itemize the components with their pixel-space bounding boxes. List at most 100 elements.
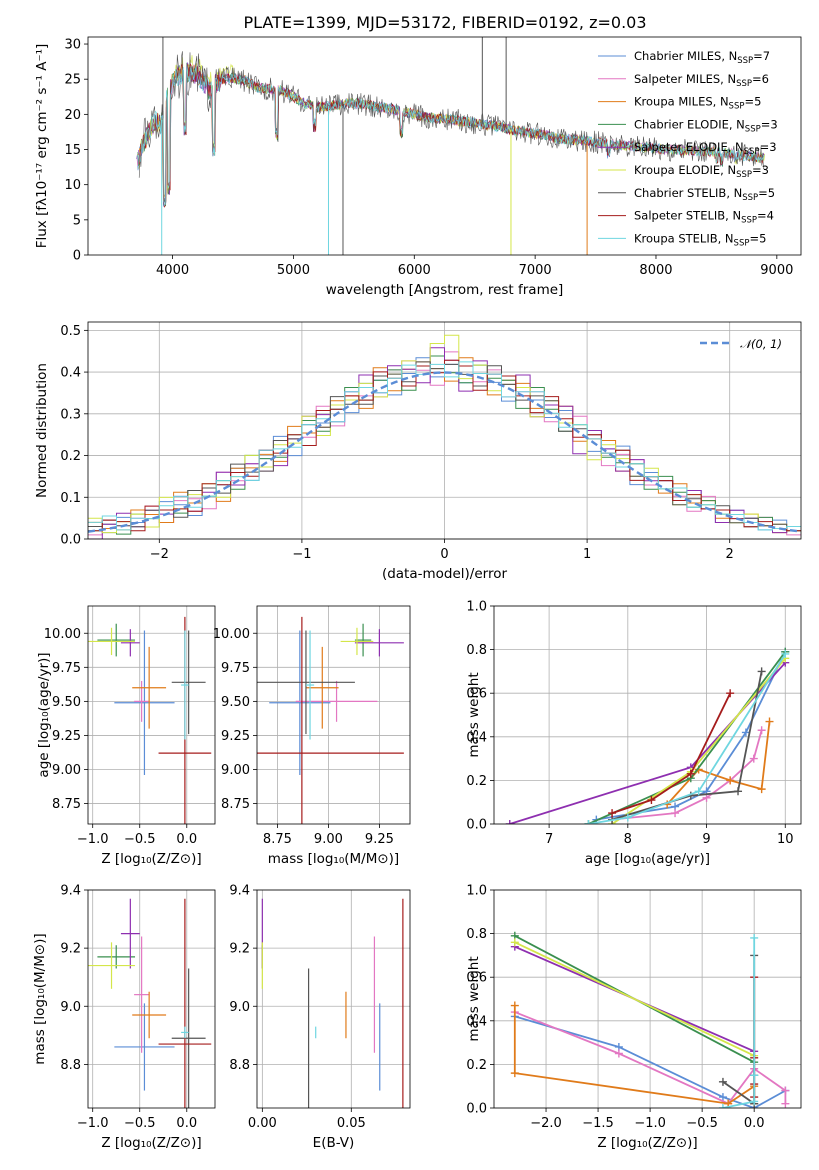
x-tick-label: 2: [726, 547, 734, 562]
weight-marker: [510, 1069, 519, 1078]
y-tick-label: 10: [64, 178, 81, 193]
legend-label: Chabrier MILES, NSSP=7: [634, 49, 770, 66]
x-tick-label: 7: [545, 832, 553, 847]
y-tick-label: 0: [73, 249, 81, 264]
y-tick-label: 0.3: [60, 407, 81, 422]
y-tick-label: 5: [73, 213, 81, 228]
axes: −1.0 −0.5 0.0 8.75 9.00 9.25 9.50 9.75 10.00 Z [l…: [36, 605, 216, 867]
y-tick-label: 0.6: [466, 971, 487, 986]
x-tick-label: −2.0: [530, 1116, 562, 1131]
x-tick-label: −0.5: [124, 1116, 156, 1131]
x-tick-label: 5000: [277, 263, 310, 278]
legend-label: Kroupa MILES, NSSP=5: [634, 95, 761, 112]
legend-label: Kroupa STELIB, NSSP=5: [634, 231, 766, 248]
axes: −2.0 −1.5 −1.0 −0.5 0.0 0.0 0.2 0.4 0.6 0.8 1.0 Z […: [466, 884, 802, 1151]
x-tick-label: −1.0: [77, 1116, 109, 1131]
weight-marker: [734, 787, 743, 796]
x-tick-label: −0.5: [686, 1116, 718, 1131]
y-tick-label: 10.00: [44, 627, 81, 642]
x-tick-label: 9.00: [314, 832, 343, 847]
x-axis-label: E(B-V): [313, 1135, 355, 1151]
y-tick-label: 9.25: [221, 729, 250, 744]
x-tick-label: −1.5: [582, 1116, 614, 1131]
weight-marker: [686, 769, 695, 778]
y-tick-label: 0.6: [466, 687, 487, 702]
panel-age_vs_Z: −1.0 −0.5 0.0 8.75 9.00 9.25 9.50 9.75 10.00 Z [l…: [36, 605, 216, 867]
x-tick-label: 0.00: [248, 1116, 277, 1131]
weight-marker: [757, 726, 766, 735]
y-tick-label: 9.2: [229, 942, 250, 957]
errorbar-salpeter-miles: [134, 680, 150, 722]
y-axis-label: mass weight: [466, 956, 482, 1041]
plot-area: [88, 616, 212, 824]
plot-area: [257, 616, 404, 824]
axes-frame: [87, 36, 802, 256]
panel-weight_vs_age: 7 8 9 10 0.0 0.2 0.4 0.6 0.8 1.0 age [log₁₀(age/yr…: [466, 600, 802, 867]
y-tick-label: 0.2: [466, 1058, 487, 1073]
x-tick-label: 8: [624, 832, 632, 847]
axes-frame: [493, 605, 802, 825]
axes-frame: [87, 889, 216, 1109]
x-tick-label: −2: [150, 547, 169, 562]
plot-area: [261, 898, 404, 1108]
x-tick-label: 1: [583, 547, 591, 562]
errorbar-salpeter-miles: [134, 936, 150, 1053]
plot-area: [136, 37, 765, 255]
weight-marker: [510, 1001, 519, 1010]
errorbar-chabrier-elodie: [354, 623, 372, 657]
y-tick-label: 9.50: [52, 695, 81, 710]
y-tick-label: 8.75: [52, 797, 81, 812]
y-axis-label: Normed distribution: [34, 363, 50, 498]
y-tick-label: 9.2: [60, 942, 81, 957]
errorbar-kroupa-elodie: [88, 942, 136, 989]
y-tick-label: 9.00: [52, 763, 81, 778]
spectrum-line-chabrier-stelib: [138, 51, 765, 205]
legend-label: Kroupa ELODIE, NSSP=3: [634, 163, 769, 180]
y-tick-label: 25: [64, 73, 81, 88]
axes: 7 8 9 10 0.0 0.2 0.4 0.6 0.8 1.0 age [log₁₀(age/yr…: [466, 600, 802, 867]
y-tick-label: 0.8: [466, 643, 487, 658]
x-tick-label: 0.0: [744, 1116, 765, 1131]
legend-label: Chabrier STELIB, NSSP=5: [634, 186, 775, 203]
errorbar-kroupa-stelib: [305, 630, 315, 740]
errorbar-salpeter-stelib: [158, 898, 212, 1108]
x-tick-label: 9: [702, 832, 710, 847]
y-tick-label: 9.0: [229, 1000, 250, 1015]
weight-marker: [741, 728, 750, 737]
weight-marker: [757, 667, 766, 676]
y-tick-label: 15: [64, 143, 81, 158]
weight-marker: [671, 809, 680, 818]
y-tick-label: 8.8: [229, 1058, 250, 1073]
y-axis-label: Flux [fλ10⁻¹⁷ erg cm⁻² s⁻¹ A⁻¹]: [34, 44, 50, 249]
weight-marker: [726, 689, 735, 698]
y-tick-label: 1.0: [466, 884, 487, 899]
weight-marker: [584, 820, 593, 824]
y-tick-label: 0.0: [466, 1102, 487, 1117]
axes: 8.75 9.00 9.25 8.75 9.00 9.25 9.50 9.75 10.00 mas…: [213, 605, 411, 867]
y-tick-label: 20: [64, 108, 81, 123]
errorbar-chabrier-elodie: [97, 623, 136, 657]
axes: 4000 5000 6000 7000 8000 9000 0 5 10 15 20 25 30 wave…: [34, 36, 802, 298]
y-tick-label: 30: [64, 38, 81, 53]
x-tick-label: 7000: [519, 263, 552, 278]
legend-label: Chabrier ELODIE, NSSP=3: [634, 117, 778, 134]
weight-marker: [647, 796, 656, 805]
panel-residuals: −2 −1 0 1 2 0.0 0.1 0.2 0.3 0.4 0.5 (data-model)/er…: [34, 321, 802, 582]
weight-marker: [510, 938, 519, 947]
y-tick-label: 0.8: [466, 927, 487, 942]
y-tick-label: 0.2: [466, 774, 487, 789]
errorbar-chabrier-stelib: [257, 630, 355, 735]
y-tick-label: 8.8: [60, 1058, 81, 1073]
x-tick-label: 0.0: [176, 1116, 197, 1131]
axes: 0.00 0.05 8.8 9.0 9.2 9.4 E(B-V): [229, 884, 411, 1151]
y-tick-label: 9.4: [60, 884, 81, 899]
y-tick-label: 0.4: [60, 366, 81, 381]
weight-marker: [749, 754, 758, 763]
errorbar-kroupa-miles: [132, 991, 167, 1039]
grid: [257, 606, 410, 824]
y-axis-label: age [log₁₀(age/yr)]: [36, 652, 52, 777]
x-axis-label: age [log₁₀(age/yr)]: [585, 851, 710, 867]
errorbar-kroupa-elodie: [88, 627, 136, 656]
panel-weight_vs_Z: −2.0 −1.5 −1.0 −0.5 0.0 0.0 0.2 0.4 0.6 0.8 1.0 Z […: [466, 884, 802, 1151]
x-tick-label: 0: [440, 547, 448, 562]
